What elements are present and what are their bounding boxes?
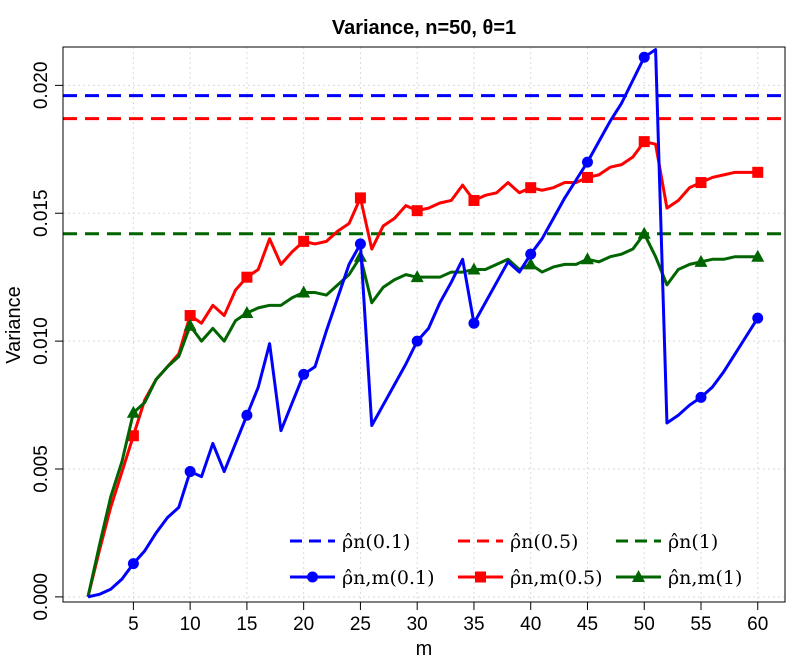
data-point (475, 571, 486, 583)
data-point (127, 558, 139, 570)
x-tick-label: 40 (520, 614, 541, 635)
y-tick-label: 0.005 (31, 445, 52, 493)
data-point (638, 51, 650, 63)
data-point (468, 317, 480, 329)
data-point (297, 285, 311, 298)
data-point (694, 254, 708, 267)
data-point (410, 270, 424, 283)
data-point (240, 305, 254, 318)
data-point (127, 430, 139, 442)
data-point (184, 310, 196, 322)
data-point (638, 136, 650, 148)
legend-label: ρ̂n,m(1) (668, 567, 742, 589)
legend: ρ̂n(0.1) ρ̂n(0.5) ρ̂n(1) ρ̂n,m(0.1) ρ̂n,m(0.… (290, 531, 742, 589)
data-point (184, 466, 196, 478)
data-point (751, 249, 765, 262)
reference-lines (63, 94, 785, 236)
legend-label: ρ̂n(0.5) (510, 531, 578, 553)
data-point (467, 262, 481, 275)
chart-title: Variance, n=50, θ=1 (332, 17, 516, 39)
data-point (307, 571, 318, 583)
data-point (637, 226, 651, 239)
data-point (695, 177, 707, 189)
x-tick-label: 60 (747, 614, 768, 635)
data-point (241, 271, 253, 283)
data-point (632, 570, 645, 582)
x-axis-title: m (416, 638, 433, 660)
x-tick-label: 50 (634, 614, 655, 635)
grid (63, 47, 785, 602)
y-tick-label: 0.000 (31, 573, 52, 621)
x-tick-label: 35 (463, 614, 484, 635)
data-point (468, 194, 480, 206)
y-axis-title: Variance (3, 286, 25, 363)
series-group (87, 48, 764, 599)
data-point (241, 409, 253, 421)
data-point (525, 182, 537, 194)
data-point (752, 166, 764, 178)
plot-frame (62, 46, 786, 603)
data-point (695, 391, 707, 403)
data-point (752, 312, 764, 324)
series (86, 48, 765, 599)
legend-label: ρ̂n,m(0.1) (342, 567, 435, 589)
x-tick-label: 25 (350, 614, 371, 635)
data-point (126, 405, 140, 418)
data-point (580, 252, 594, 265)
axes: 5 10 15 20 25 30 35 40 45 50 55 60 0.000 0.005 0.010 0.… (31, 62, 768, 635)
series-group (86, 136, 764, 598)
data-point (411, 335, 423, 347)
data-point (581, 156, 593, 168)
x-tick-label: 5 (128, 614, 139, 635)
data-point (183, 318, 197, 331)
data-point (581, 171, 593, 183)
x-tick-label: 15 (236, 614, 257, 635)
legend-label: ρ̂n(1) (668, 531, 718, 553)
y-tick-label: 0.020 (31, 62, 52, 110)
series-line (86, 140, 758, 598)
data-point (298, 235, 310, 247)
legend-label: ρ̂n,m(0.5) (510, 567, 603, 589)
legend-label: ρ̂n(0.1) (342, 531, 410, 553)
data-point (354, 238, 366, 250)
y-tick-label: 0.010 (31, 317, 52, 365)
x-tick-label: 20 (293, 614, 314, 635)
y-tick-label: 0.015 (31, 189, 52, 237)
data-point (524, 257, 538, 270)
data-point (525, 248, 537, 260)
data-point (354, 192, 366, 204)
x-tick-label: 30 (407, 614, 428, 635)
x-tick-label: 10 (180, 614, 201, 635)
x-tick-label: 45 (577, 614, 598, 635)
data-point (411, 205, 423, 217)
data-point (298, 368, 310, 380)
x-tick-label: 55 (690, 614, 711, 635)
